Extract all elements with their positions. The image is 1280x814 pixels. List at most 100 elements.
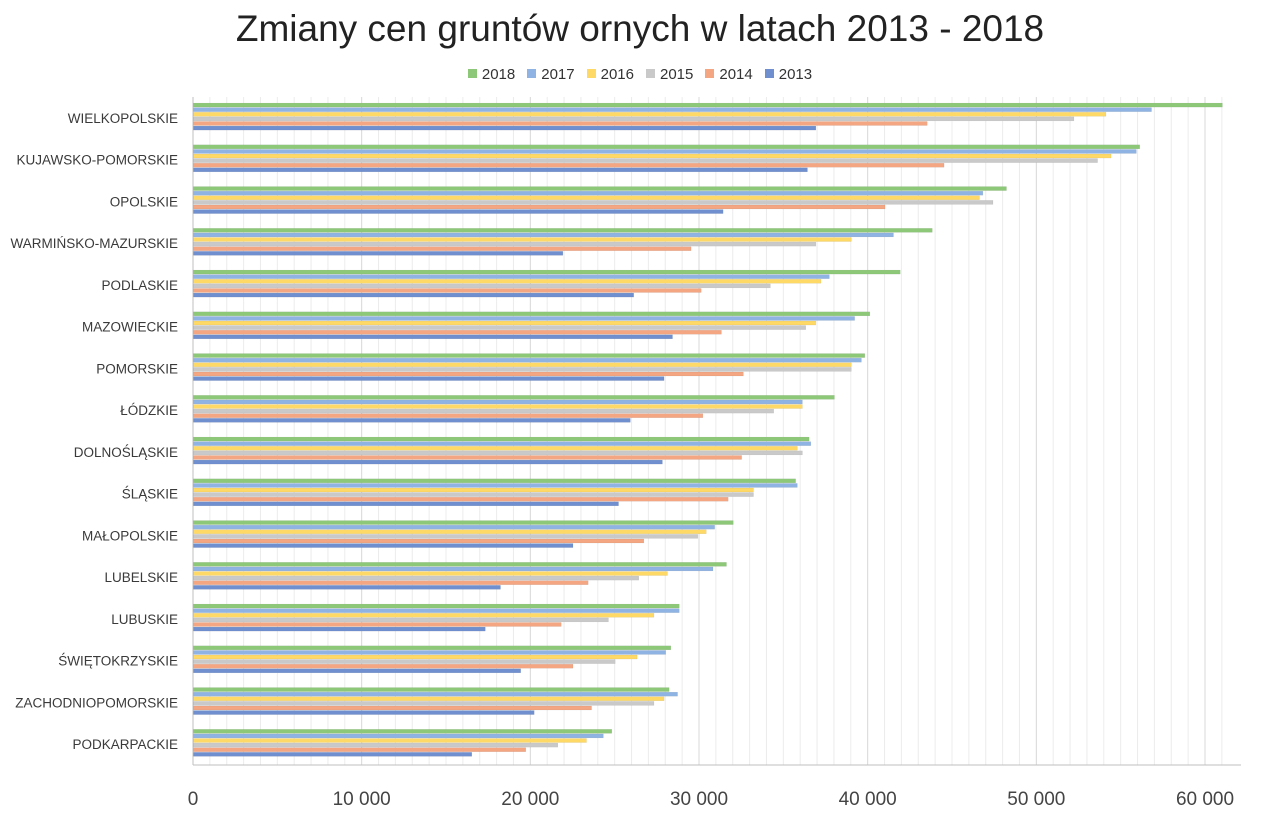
bar	[193, 325, 806, 330]
bar	[193, 571, 668, 576]
legend-swatch	[764, 69, 774, 78]
bar	[193, 149, 1137, 154]
bar	[193, 742, 559, 748]
bar	[193, 353, 865, 358]
category-label: LUBELSKIE	[104, 570, 178, 585]
category-label: MAŁOPOLSKIE	[82, 528, 178, 543]
category-label: ZACHODNIOPOMORSKIE	[15, 695, 178, 710]
bar	[193, 543, 574, 548]
legend-label: 2013	[778, 66, 813, 83]
bar	[193, 650, 666, 655]
bar	[193, 747, 526, 752]
bar	[193, 102, 1223, 108]
bar	[193, 404, 803, 409]
bar	[193, 450, 803, 456]
bar	[193, 112, 1107, 117]
bar	[193, 497, 729, 502]
category-label: MAZOWIECKIE	[82, 320, 178, 335]
bar	[193, 241, 817, 247]
legend-swatch	[646, 69, 655, 78]
bar	[193, 251, 564, 256]
bar	[193, 330, 722, 335]
bar	[193, 232, 894, 238]
bar	[193, 269, 901, 275]
bar	[193, 538, 645, 544]
bar	[193, 107, 1152, 112]
x-tick-label: 10 000	[333, 789, 391, 810]
bar	[193, 228, 933, 233]
legend-item: 2013	[764, 66, 813, 83]
x-tick-label: 0	[188, 789, 199, 810]
x-tick-label: 20 000	[501, 789, 559, 810]
bar	[193, 696, 665, 701]
bar	[193, 705, 592, 711]
legend-swatch	[705, 69, 715, 78]
bar	[193, 237, 852, 242]
bar	[193, 200, 994, 205]
bar	[193, 613, 655, 618]
bar	[193, 701, 655, 706]
bar	[193, 691, 678, 697]
bar	[193, 617, 609, 623]
chart-legend: 2018 2017 2016 2015 2014 2013	[0, 66, 1280, 83]
bar	[193, 562, 727, 567]
legend-label: 2014	[719, 66, 753, 83]
bar	[193, 246, 692, 251]
x-tick-label: 60 000	[1176, 789, 1234, 810]
x-tick-label: 40 000	[839, 789, 897, 810]
bar	[193, 144, 1140, 150]
bar	[193, 190, 984, 196]
bar	[193, 362, 852, 367]
x-tick-label: 50 000	[1007, 789, 1065, 810]
bar	[193, 501, 619, 507]
bar	[193, 487, 754, 493]
legend-label: 2017	[541, 66, 575, 83]
legend-swatch	[527, 69, 537, 78]
bar	[193, 733, 604, 739]
bar	[193, 752, 472, 757]
legend-swatch	[586, 69, 596, 78]
bar	[193, 664, 574, 669]
category-label: ŚWIĘTOKRZYSKIE	[58, 654, 178, 669]
bar	[193, 408, 774, 414]
chart-title: Zmiany cen gruntów ornych w latach 2013 …	[235, 8, 1045, 49]
bar	[193, 121, 928, 126]
bar	[193, 492, 754, 497]
bar	[193, 367, 852, 372]
bar	[193, 455, 742, 460]
legend-label: 2015	[660, 66, 694, 83]
category-label: LUBUSKIE	[111, 612, 178, 627]
bar	[193, 529, 707, 534]
bar	[193, 668, 521, 674]
bar	[193, 626, 486, 632]
bar	[193, 158, 1098, 163]
bar	[193, 575, 639, 581]
category-label: WARMIŃSKO-MAZURSKIE	[10, 236, 178, 251]
bar	[193, 334, 673, 340]
bar	[193, 608, 680, 613]
bar	[193, 376, 665, 381]
bar	[193, 288, 702, 293]
bar	[193, 436, 810, 442]
bar	[193, 524, 715, 530]
bar	[193, 418, 631, 423]
bar	[193, 163, 945, 168]
bar	[193, 311, 871, 317]
bar	[193, 622, 562, 627]
bar	[193, 204, 886, 210]
bar	[193, 283, 771, 289]
bar	[193, 371, 744, 377]
bar	[193, 279, 822, 284]
legend-item: 2014	[705, 66, 753, 83]
bar	[193, 654, 638, 660]
category-label: DOLNOŚLĄSKIE	[74, 445, 178, 460]
bar	[193, 292, 634, 298]
bar	[193, 195, 980, 200]
bar	[193, 357, 862, 363]
x-tick-label: 30 000	[670, 789, 728, 810]
legend-label: 2016	[600, 66, 634, 83]
bar	[193, 167, 808, 173]
bar	[193, 395, 835, 400]
bar	[193, 483, 798, 488]
